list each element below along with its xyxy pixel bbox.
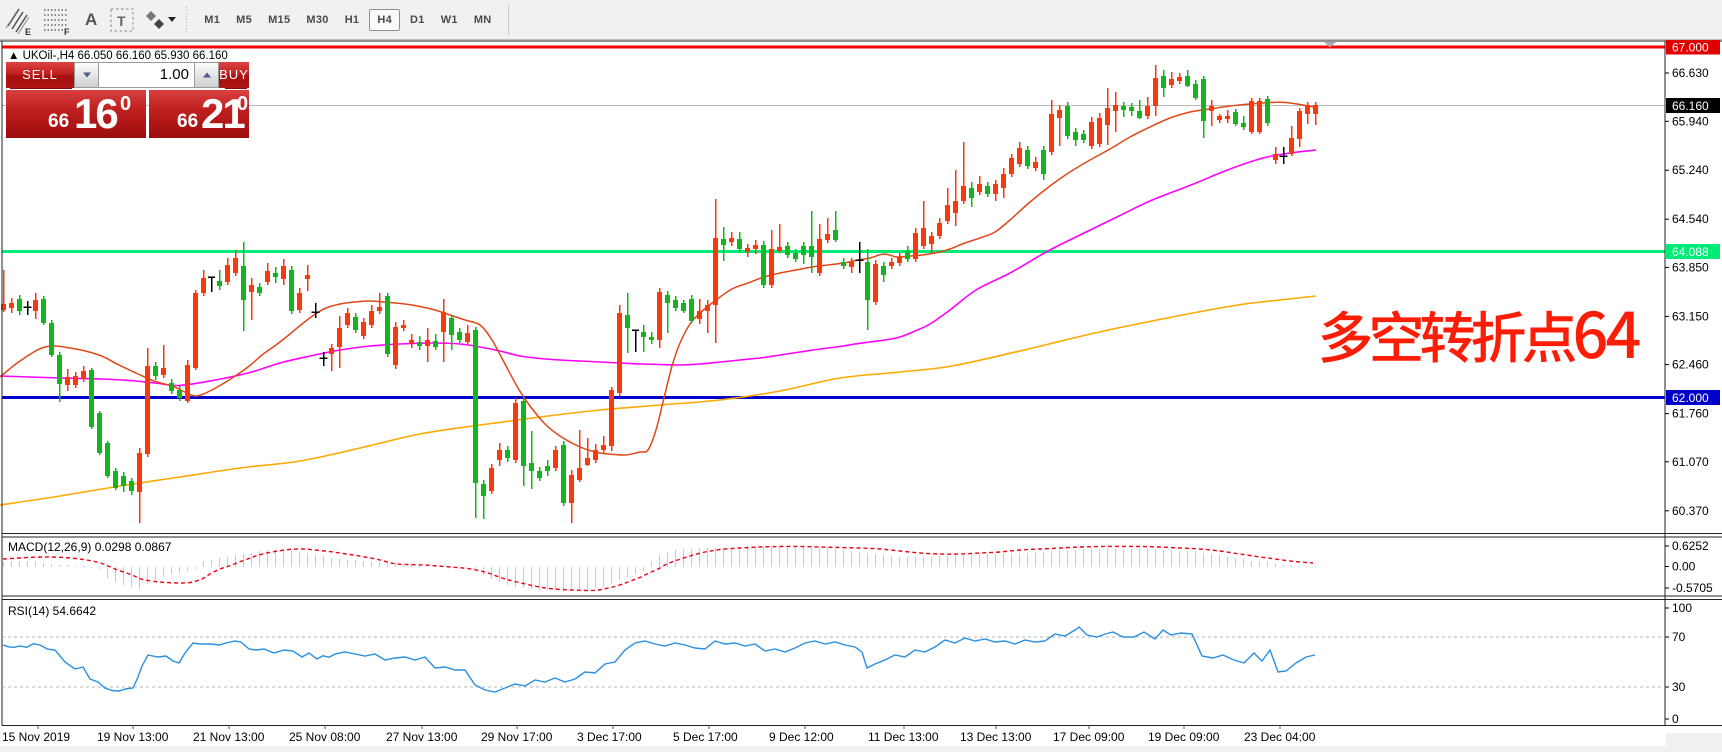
svg-text:60.370: 60.370 <box>1672 504 1709 518</box>
svg-text:MACD(12,26,9) 0.0298 0.0867: MACD(12,26,9) 0.0298 0.0867 <box>8 540 172 554</box>
svg-text:0.00: 0.00 <box>1672 560 1696 574</box>
svg-text:T: T <box>117 13 126 29</box>
svg-text:64.540: 64.540 <box>1672 212 1709 226</box>
svg-text:-0.5705: -0.5705 <box>1672 581 1713 595</box>
svg-text:27 Nov 13:00: 27 Nov 13:00 <box>386 730 458 744</box>
svg-text:64.088: 64.088 <box>1672 245 1709 259</box>
svg-text:F: F <box>64 27 70 36</box>
svg-text:13 Dec 13:00: 13 Dec 13:00 <box>960 730 1032 744</box>
svg-text:62.000: 62.000 <box>1672 391 1709 405</box>
svg-text:25 Nov 08:00: 25 Nov 08:00 <box>289 730 361 744</box>
svg-text:63.850: 63.850 <box>1672 260 1709 274</box>
svg-text:15 Nov 2019: 15 Nov 2019 <box>2 730 70 744</box>
svg-text:65.240: 65.240 <box>1672 163 1709 177</box>
svg-text:21 Nov 13:00: 21 Nov 13:00 <box>193 730 265 744</box>
svg-text:61.070: 61.070 <box>1672 455 1709 469</box>
svg-text:62.460: 62.460 <box>1672 358 1709 372</box>
svg-text:100: 100 <box>1672 601 1692 615</box>
svg-text:0.6252: 0.6252 <box>1672 539 1709 553</box>
svg-text:67.000: 67.000 <box>1672 41 1709 55</box>
svg-text:61.760: 61.760 <box>1672 407 1709 421</box>
svg-text:9 Dec 12:00: 9 Dec 12:00 <box>769 730 834 744</box>
svg-text:63.150: 63.150 <box>1672 309 1709 323</box>
svg-text:RSI(14) 54.6642: RSI(14) 54.6642 <box>8 604 96 618</box>
svg-text:5 Dec 17:00: 5 Dec 17:00 <box>673 730 738 744</box>
svg-text:30: 30 <box>1672 680 1686 694</box>
svg-text:29 Nov 17:00: 29 Nov 17:00 <box>481 730 553 744</box>
svg-text:66.160: 66.160 <box>1672 99 1709 113</box>
svg-text:E: E <box>25 27 31 36</box>
svg-text:19 Dec 09:00: 19 Dec 09:00 <box>1148 730 1220 744</box>
svg-text:65.940: 65.940 <box>1672 114 1709 128</box>
svg-text:0: 0 <box>1672 712 1679 726</box>
svg-text:19 Nov 13:00: 19 Nov 13:00 <box>97 730 169 744</box>
svg-text:17 Dec 09:00: 17 Dec 09:00 <box>1053 730 1125 744</box>
svg-text:▲ UKOil-,H4 66.050 66.160 65.: ▲ UKOil-,H4 66.050 66.160 65.930 66.160 <box>8 50 228 62</box>
svg-text:11 Dec 13:00: 11 Dec 13:00 <box>868 730 939 744</box>
svg-text:3 Dec 17:00: 3 Dec 17:00 <box>577 730 642 744</box>
svg-text:23 Dec 04:00: 23 Dec 04:00 <box>1244 730 1316 744</box>
svg-text:70: 70 <box>1672 630 1686 644</box>
svg-text:66.630: 66.630 <box>1672 66 1709 80</box>
